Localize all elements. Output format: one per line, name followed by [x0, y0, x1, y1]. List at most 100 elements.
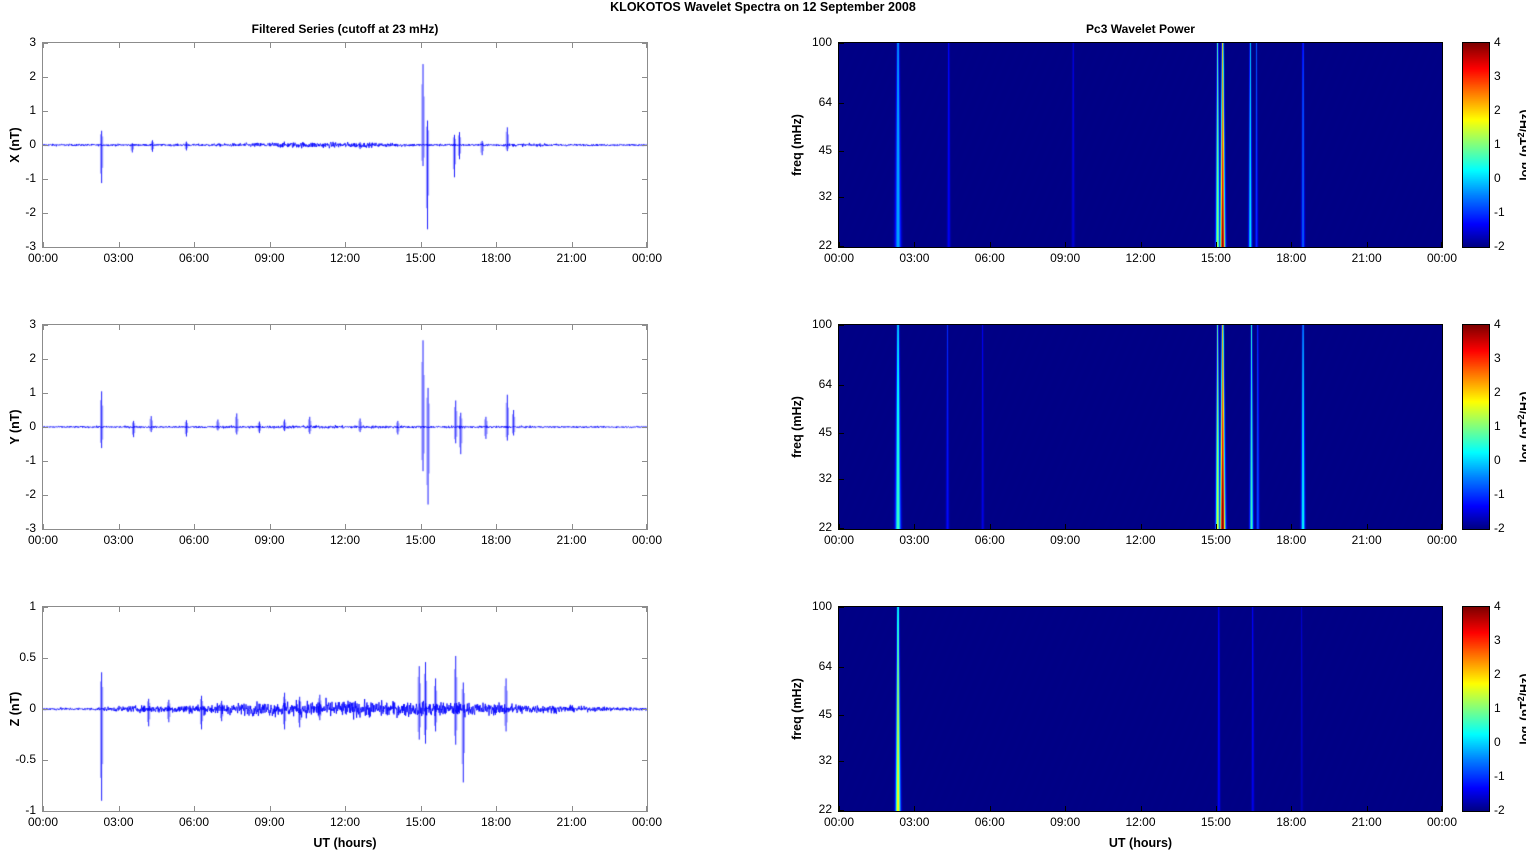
xtick-label-Y-4: 12:00	[329, 533, 361, 547]
xtick-Y-1	[119, 524, 120, 529]
freqtick-Z-4	[839, 810, 844, 811]
xtick-Z-3	[270, 806, 271, 811]
spec-xtick-X-2	[990, 242, 991, 247]
ytick-Y-6	[43, 529, 48, 530]
left-column-title: Filtered Series (cutoff at 23 mHz)	[251, 22, 439, 36]
ytick-label-Z-2: 0	[29, 701, 36, 715]
freqtick-X-3	[839, 197, 844, 198]
ytick-label-X-4: -1	[25, 171, 36, 185]
colorbar-gradient-Z	[1463, 607, 1489, 811]
spec-xtick-Y-1	[914, 524, 915, 529]
xtick-top-X-6	[496, 43, 497, 48]
right-column-title: Pc3 Wavelet Power	[1086, 22, 1195, 36]
spec-xtick-label-Z-3: 09:00	[1050, 815, 1081, 829]
freqtick-label-Z-0: 100	[811, 599, 832, 613]
freqtick-label-Z-4: 22	[818, 802, 832, 816]
spec-xtick-Y-0	[839, 524, 840, 529]
spec-xtick-label-Y-0: 00:00	[823, 533, 855, 547]
spec-xtick-label-X-1: 03:00	[899, 251, 930, 265]
spec-xtick-Y-4	[1141, 524, 1142, 529]
spectrogram-plot-X	[839, 43, 1442, 247]
spec-xtick-label-Y-3: 09:00	[1050, 533, 1081, 547]
spec-xtick-Z-3	[1065, 806, 1066, 811]
ytick-Z-3	[43, 760, 48, 761]
xtick-label-Y-0: 00:00	[27, 533, 59, 547]
freqtick-Y-3	[839, 479, 844, 480]
spec-xtick-Y-8	[1441, 524, 1442, 529]
xtick-label-X-7: 21:00	[556, 251, 587, 265]
spec-xtick-label-X-6: 18:00	[1276, 251, 1307, 265]
spec-xtick-label-Y-7: 21:00	[1351, 533, 1382, 547]
colorbar-tick-label-Y-5: -1	[1494, 487, 1505, 501]
ytick-Y-5	[43, 495, 48, 496]
spec-xtick-label-Y-5: 15:00	[1200, 533, 1231, 547]
colorbar-tick-label-X-6: -2	[1494, 239, 1505, 253]
ytick-right-X-3	[642, 145, 647, 146]
ytick-right-Y-2	[642, 393, 647, 394]
spec-xtick-label-Z-7: 21:00	[1351, 815, 1382, 829]
xtick-Y-8	[646, 524, 647, 529]
freqtick-X-0	[839, 43, 844, 44]
xtick-Z-8	[646, 806, 647, 811]
ytick-Z-0	[43, 607, 48, 608]
xtick-top-X-3	[270, 43, 271, 48]
xtick-top-Z-7	[572, 607, 573, 612]
timeseries-plot-X	[43, 43, 647, 247]
ytick-label-X-1: 2	[29, 69, 36, 83]
ytick-Z-1	[43, 658, 48, 659]
xtick-label-Y-6: 18:00	[480, 533, 512, 547]
freqtick-Z-3	[839, 761, 844, 762]
ytick-right-Z-4	[642, 811, 647, 812]
ytick-Y-4	[43, 461, 48, 462]
xtick-Z-7	[572, 806, 573, 811]
colorbar-tick-label-Z-2: 2	[1494, 667, 1501, 681]
ylabel-Z: Z (nT)	[8, 691, 22, 727]
ytick-X-1	[43, 77, 48, 78]
ytick-right-Z-3	[642, 760, 647, 761]
xtick-Z-5	[421, 806, 422, 811]
timeseries-plot-Z	[43, 607, 647, 811]
spec-xtick-X-5	[1216, 242, 1217, 247]
colorbar-tick-label-X-1: 3	[1494, 69, 1501, 83]
xtick-X-4	[345, 242, 346, 247]
xtick-X-0	[43, 242, 44, 247]
ytick-label-Y-1: 2	[29, 351, 36, 365]
xtick-Z-1	[119, 806, 120, 811]
ytick-right-Y-3	[642, 427, 647, 428]
colorbar-tick-label-X-0: 4	[1494, 35, 1501, 49]
freqtick-Z-1	[839, 667, 844, 668]
colorbar-X	[1462, 42, 1490, 248]
figure-title: KLOKOTOS Wavelet Spectra on 12 September…	[610, 0, 916, 14]
xtick-top-Y-8	[646, 325, 647, 330]
ytick-right-X-2	[642, 111, 647, 112]
xtick-X-6	[496, 242, 497, 247]
xtick-label-X-6: 18:00	[480, 251, 512, 265]
colorbar-Z	[1462, 606, 1490, 812]
freqtick-Z-0	[839, 607, 844, 608]
spec-xtick-Y-3	[1065, 524, 1066, 529]
xtick-top-Y-1	[119, 325, 120, 330]
freqtick-Y-2	[839, 433, 844, 434]
ylabel-Y: Y (nT)	[8, 409, 22, 445]
xtick-top-Y-3	[270, 325, 271, 330]
spec-xtick-X-8	[1441, 242, 1442, 247]
freq-axis-label-X: freq (mHz)	[790, 114, 804, 176]
freqtick-label-Z-2: 45	[818, 706, 832, 721]
xtick-label-Y-8: 00:00	[631, 533, 663, 547]
ytick-X-5	[43, 213, 48, 214]
ytick-right-Y-5	[642, 495, 647, 496]
spec-xtick-label-Z-2: 06:00	[974, 815, 1005, 829]
spec-xtick-label-X-8: 00:00	[1426, 251, 1458, 265]
xtick-label-Y-3: 09:00	[254, 533, 285, 547]
freqtick-label-X-2: 45	[818, 142, 832, 157]
freq-axis-label-Z: freq (mHz)	[790, 678, 804, 740]
spec-xtick-label-X-0: 00:00	[823, 251, 855, 265]
xtick-label-Y-2: 06:00	[178, 533, 210, 547]
freqtick-label-Y-1: 64	[818, 377, 832, 392]
ytick-label-Z-3: -0.5	[15, 752, 36, 766]
xlabel-spectrogram: UT (hours)	[1108, 836, 1173, 850]
xtick-X-3	[270, 242, 271, 247]
ytick-right-X-6	[642, 247, 647, 248]
ytick-label-Y-6: -3	[25, 521, 36, 535]
spec-xtick-label-Y-1: 03:00	[899, 533, 930, 547]
